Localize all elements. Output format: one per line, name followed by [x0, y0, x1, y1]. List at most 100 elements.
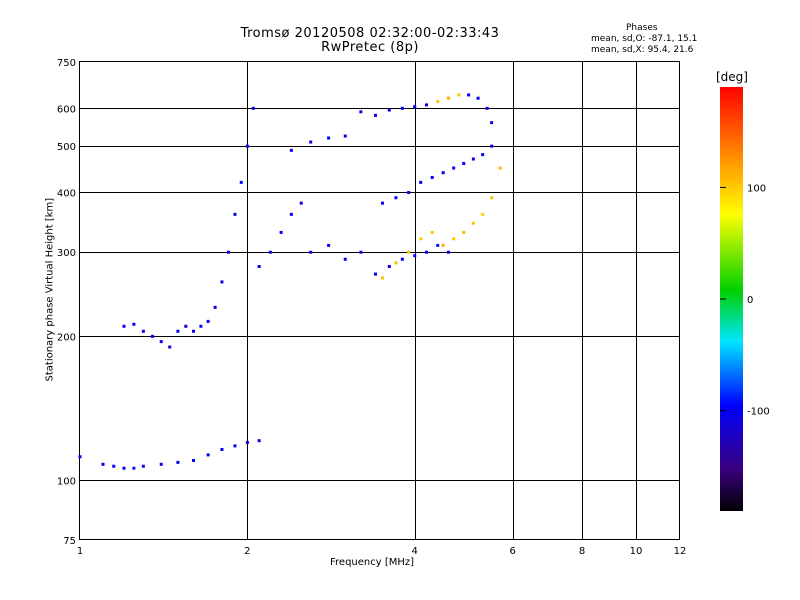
data-point [289, 212, 293, 216]
data-point [251, 106, 255, 110]
data-point [141, 329, 145, 333]
data-point [343, 257, 347, 261]
data-point [122, 324, 126, 328]
data-point [471, 157, 475, 161]
x-tick-label: 12 [674, 546, 687, 557]
phases-x-stats: mean, sd,X: 95.4, 21.6 [591, 45, 694, 55]
data-point [481, 153, 485, 157]
data-point [471, 221, 475, 225]
data-point [220, 447, 224, 451]
colorbar-tick-label: 0 [747, 295, 753, 306]
data-point [400, 106, 404, 110]
data-point [268, 250, 272, 254]
x-tick-label: 10 [630, 546, 643, 557]
data-point [327, 243, 331, 247]
y-tick-label: 100 [57, 476, 76, 487]
colorbar-ticks: 100 0 -100 [720, 183, 770, 418]
data-point [457, 93, 461, 97]
data-point [78, 455, 82, 459]
x-tick-label: 6 [509, 546, 515, 557]
data-point [476, 96, 480, 100]
data-point [425, 250, 429, 254]
data-point [227, 250, 231, 254]
data-point [206, 453, 210, 457]
data-point [233, 212, 237, 216]
data-point [309, 140, 313, 144]
y-tick-label: 600 [57, 104, 76, 115]
colorbar-title: [deg] [716, 70, 748, 84]
data-point [430, 175, 434, 179]
data-point [159, 462, 163, 466]
data-point [373, 113, 377, 117]
x-tick-label: 2 [244, 546, 250, 557]
data-point [419, 180, 423, 184]
data-point [419, 237, 423, 241]
data-point [446, 96, 450, 100]
data-point [380, 201, 384, 205]
x-tick-label: 8 [579, 546, 585, 557]
phases-o-stats: mean, sd,O: -87.1, 15.1 [591, 34, 698, 44]
data-point [220, 280, 224, 284]
y-tick-label: 400 [57, 188, 76, 199]
y-tick-label: 75 [63, 536, 76, 547]
data-point [233, 444, 237, 448]
data-point [490, 121, 494, 125]
data-point [309, 250, 313, 254]
data-point [289, 148, 293, 152]
data-point [199, 324, 203, 328]
data-point [327, 136, 331, 140]
data-point [407, 190, 411, 194]
phases-title: Phases [626, 23, 658, 33]
data-point [430, 230, 434, 234]
x-tick-label: 1 [77, 546, 83, 557]
data-point [441, 171, 445, 175]
data-point [436, 243, 440, 247]
data-point [387, 265, 391, 269]
colorbar-tick-label: -100 [747, 407, 770, 418]
data-point [176, 460, 180, 464]
y-axis-label: Stationary phase Virtual Height [km] [44, 197, 56, 382]
data-point [239, 180, 243, 184]
data-point [490, 144, 494, 148]
data-point [462, 230, 466, 234]
data-point [481, 212, 485, 216]
data-point [452, 237, 456, 241]
data-point [452, 166, 456, 170]
data-point [387, 108, 391, 112]
x-tick-label: 4 [412, 546, 418, 557]
data-point [490, 196, 494, 200]
data-point [132, 322, 136, 326]
data-point [485, 106, 489, 110]
data-point [159, 340, 163, 344]
data-point [394, 261, 398, 265]
data-point [141, 464, 145, 468]
y-tick-label: 750 [57, 58, 76, 69]
data-point [394, 196, 398, 200]
colorbar-tick-label: 100 [747, 183, 766, 194]
data-point [191, 458, 195, 462]
data-point [245, 440, 249, 444]
data-point [436, 100, 440, 104]
data-point [446, 250, 450, 254]
data-point [191, 329, 195, 333]
y-tick-label: 300 [57, 248, 76, 259]
data-point [425, 103, 429, 107]
data-point [245, 144, 249, 148]
y-tick-label: 200 [57, 332, 76, 343]
data-point [112, 464, 116, 468]
data-points [78, 93, 502, 470]
data-point [373, 272, 377, 276]
data-point [122, 466, 126, 470]
data-point [101, 462, 105, 466]
data-point [380, 276, 384, 280]
data-point [184, 324, 188, 328]
data-point [413, 254, 417, 258]
data-point [462, 161, 466, 165]
data-point [213, 305, 217, 309]
data-point [343, 134, 347, 138]
data-point [176, 329, 180, 333]
data-point [441, 243, 445, 247]
data-point [257, 265, 261, 269]
data-point [359, 110, 363, 114]
